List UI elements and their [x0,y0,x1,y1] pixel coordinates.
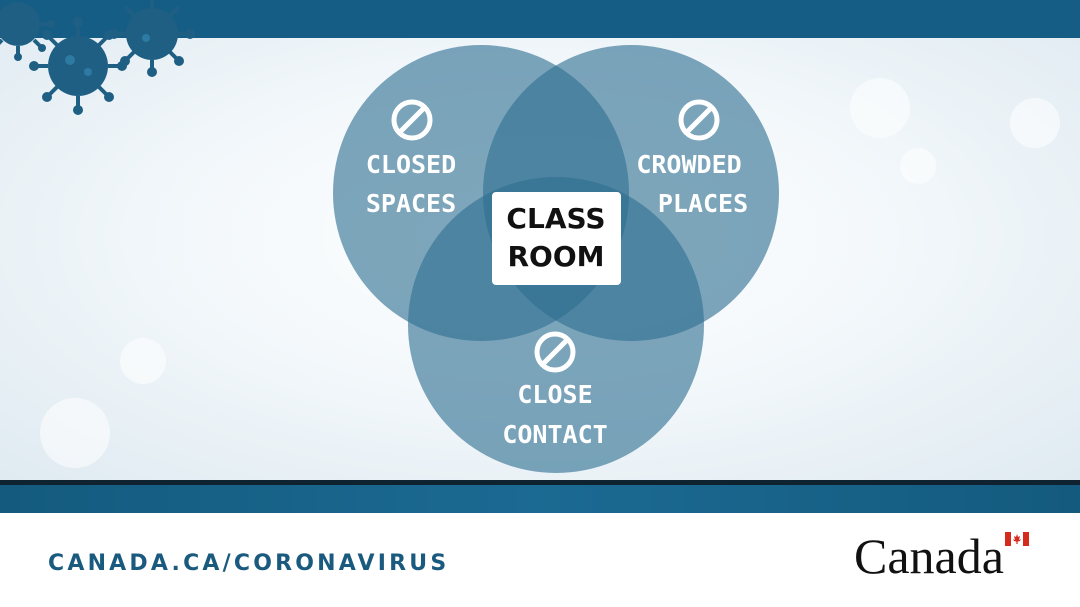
label-places: PLACES [658,189,748,218]
label-crowded: CROWDED [636,150,741,179]
prohibited-icon [534,331,576,373]
center-label-room: ROOM [507,240,604,273]
virus-icon [0,2,55,61]
footer [0,513,1080,607]
canada-flag-icon [1005,532,1029,546]
bokeh-light [120,338,166,384]
center-box [492,192,621,285]
venn-circle-close-contact [408,177,704,473]
bottom-banner [0,485,1080,513]
footer-url-link[interactable]: CANADA.CA/CORONAVIRUS [48,551,450,576]
wordmark-text: Canada [854,528,1004,584]
virus-icon [29,17,127,115]
bokeh-light [1010,98,1060,148]
bokeh-light [900,148,936,184]
prohibited-icon [391,99,433,141]
bokeh-light [850,78,910,138]
label-close: CLOSE [517,380,592,409]
virus-icon [109,0,195,77]
bokeh-light [40,398,110,468]
divider-line [0,480,1080,485]
canada-wordmark: Canada [854,526,1004,586]
label-closed: CLOSED [366,150,456,179]
label-spaces: SPACES [366,189,456,218]
center-label-class: CLASS [506,202,605,235]
prohibited-icon [678,99,720,141]
top-banner [0,0,1080,38]
label-contact: CONTACT [502,420,607,449]
